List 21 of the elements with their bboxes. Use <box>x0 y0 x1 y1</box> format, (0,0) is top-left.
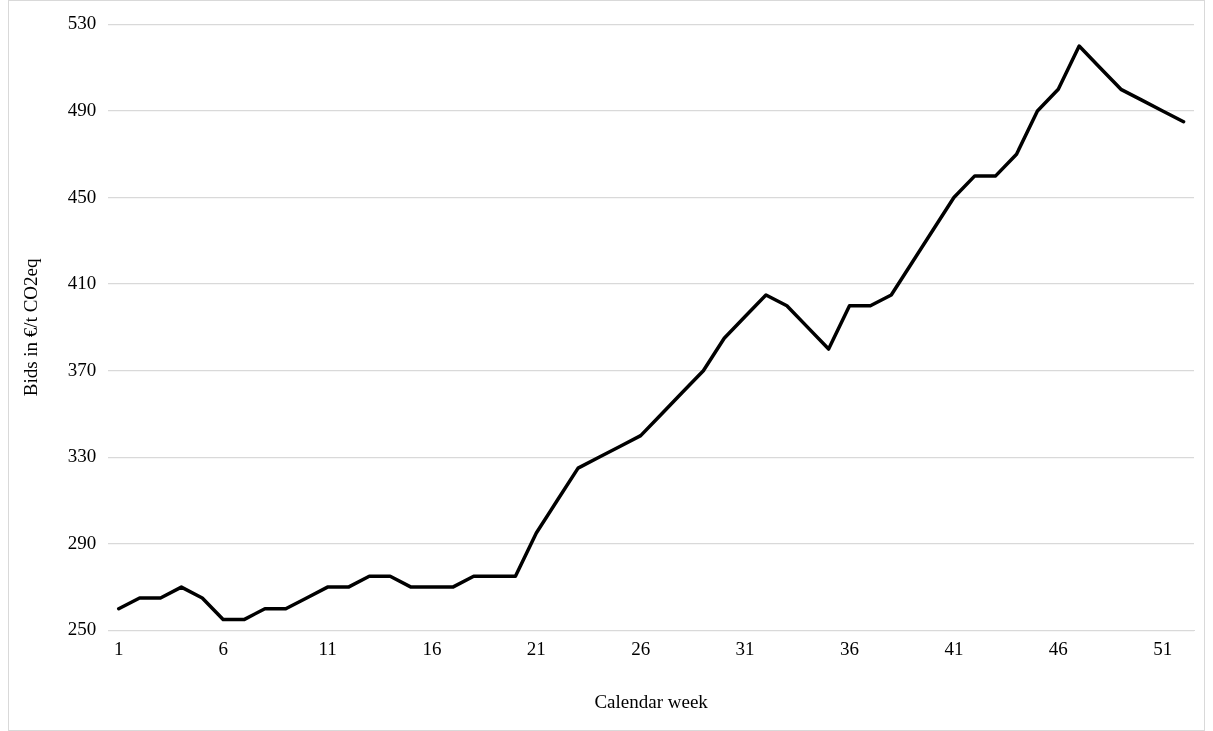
x-axis-title: Calendar week <box>594 690 709 712</box>
y-tick-label: 370 <box>67 358 97 380</box>
x-tick-label: 1 <box>113 637 124 659</box>
y-axis-title: Bids in €/t CO2eq <box>20 258 42 397</box>
x-tick-label: 41 <box>944 637 964 659</box>
x-tick-label: 51 <box>1153 637 1173 659</box>
x-tick-label: 11 <box>318 637 337 659</box>
x-tick-label: 31 <box>735 637 755 659</box>
y-tick-label: 410 <box>67 272 97 294</box>
y-tick-label: 450 <box>67 185 97 207</box>
y-tick-label: 490 <box>67 98 97 120</box>
y-tick-label: 530 <box>67 12 97 34</box>
x-tick-label: 46 <box>1048 637 1068 659</box>
x-tick-label: 16 <box>422 637 442 659</box>
x-tick-label: 21 <box>526 637 546 659</box>
y-tick-label: 330 <box>67 445 97 467</box>
y-tick-label: 250 <box>67 618 97 640</box>
x-tick-label: 6 <box>218 637 228 659</box>
x-tick-label: 26 <box>631 637 651 659</box>
y-tick-label: 290 <box>67 531 97 553</box>
x-tick-label: 36 <box>840 637 859 659</box>
